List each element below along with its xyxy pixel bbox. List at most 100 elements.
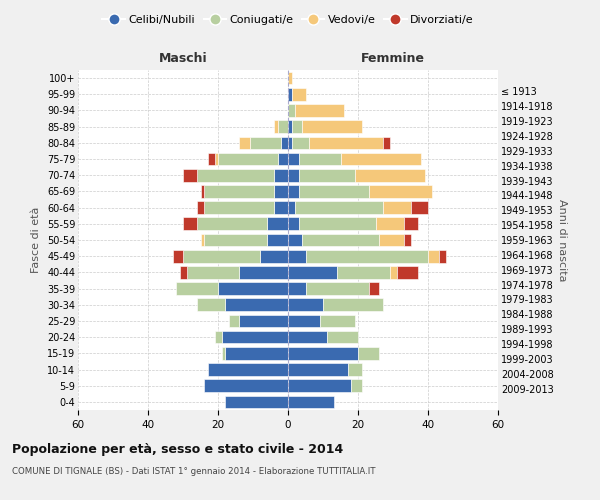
Bar <box>288 282 305 295</box>
Bar <box>379 234 404 246</box>
Bar <box>277 152 288 166</box>
Bar <box>267 234 288 246</box>
Bar <box>288 234 302 246</box>
Bar <box>288 72 292 85</box>
Bar <box>326 331 358 344</box>
Bar <box>204 202 274 214</box>
Bar <box>404 234 410 246</box>
Bar <box>299 169 355 181</box>
Bar <box>218 282 288 295</box>
Bar <box>288 218 299 230</box>
Bar <box>376 218 404 230</box>
Bar <box>288 136 292 149</box>
Bar <box>239 136 250 149</box>
Bar <box>292 136 309 149</box>
Bar <box>397 266 418 278</box>
Bar <box>299 152 341 166</box>
Bar <box>299 185 368 198</box>
Bar <box>347 363 361 376</box>
Bar <box>295 104 344 117</box>
Bar <box>439 250 445 262</box>
Bar <box>267 218 288 230</box>
Bar <box>288 266 337 278</box>
Bar <box>288 202 295 214</box>
Bar <box>288 169 299 181</box>
Bar <box>197 218 267 230</box>
Bar <box>204 380 288 392</box>
Bar <box>200 185 204 198</box>
Bar <box>404 218 418 230</box>
Bar <box>277 120 288 133</box>
Bar <box>389 266 397 278</box>
Bar <box>288 120 292 133</box>
Bar <box>288 331 326 344</box>
Bar <box>183 218 197 230</box>
Bar <box>323 298 383 311</box>
Bar <box>183 250 260 262</box>
Bar <box>250 136 281 149</box>
Legend: Celibi/Nubili, Coniugati/e, Vedovi/e, Divorziati/e: Celibi/Nubili, Coniugati/e, Vedovi/e, Di… <box>98 10 478 29</box>
Bar <box>288 152 299 166</box>
Bar <box>337 266 389 278</box>
Bar <box>200 234 204 246</box>
Bar <box>229 314 239 328</box>
Bar <box>383 202 410 214</box>
Bar <box>176 282 218 295</box>
Bar <box>288 347 358 360</box>
Bar <box>368 282 379 295</box>
Text: COMUNE DI TIGNALE (BS) - Dati ISTAT 1° gennaio 2014 - Elaborazione TUTTITALIA.IT: COMUNE DI TIGNALE (BS) - Dati ISTAT 1° g… <box>12 468 376 476</box>
Text: Maschi: Maschi <box>158 52 208 65</box>
Bar <box>208 152 215 166</box>
Bar <box>309 136 383 149</box>
Bar <box>260 250 288 262</box>
Y-axis label: Fasce di età: Fasce di età <box>31 207 41 273</box>
Text: Femmine: Femmine <box>361 52 425 65</box>
Bar <box>221 347 225 360</box>
Bar <box>305 250 428 262</box>
Bar <box>218 152 277 166</box>
Bar <box>187 266 239 278</box>
Y-axis label: Anni di nascita: Anni di nascita <box>557 198 568 281</box>
Bar <box>302 120 361 133</box>
Bar <box>358 347 379 360</box>
Bar <box>239 314 288 328</box>
Bar <box>274 185 288 198</box>
Bar <box>204 185 274 198</box>
Bar <box>281 136 288 149</box>
Text: Popolazione per età, sesso e stato civile - 2014: Popolazione per età, sesso e stato civil… <box>12 442 343 456</box>
Bar <box>225 396 288 408</box>
Bar <box>368 185 431 198</box>
Bar <box>288 380 351 392</box>
Bar <box>292 120 302 133</box>
Bar <box>292 88 305 101</box>
Bar <box>355 169 425 181</box>
Bar <box>288 88 292 101</box>
Bar <box>320 314 355 328</box>
Bar <box>208 363 288 376</box>
Bar <box>295 202 383 214</box>
Bar <box>225 298 288 311</box>
Bar <box>204 234 267 246</box>
Bar <box>274 120 277 133</box>
Bar <box>215 331 221 344</box>
Bar <box>215 152 218 166</box>
Bar <box>302 234 379 246</box>
Bar <box>197 169 274 181</box>
Bar <box>288 185 299 198</box>
Bar <box>225 347 288 360</box>
Bar <box>288 250 305 262</box>
Bar <box>197 202 204 214</box>
Bar <box>341 152 421 166</box>
Bar <box>288 298 323 311</box>
Bar <box>410 202 428 214</box>
Bar <box>288 363 347 376</box>
Bar <box>197 298 225 311</box>
Bar <box>383 136 389 149</box>
Bar <box>299 218 376 230</box>
Bar <box>221 331 288 344</box>
Bar <box>274 202 288 214</box>
Bar <box>274 169 288 181</box>
Bar <box>183 169 197 181</box>
Bar <box>305 282 368 295</box>
Bar <box>428 250 439 262</box>
